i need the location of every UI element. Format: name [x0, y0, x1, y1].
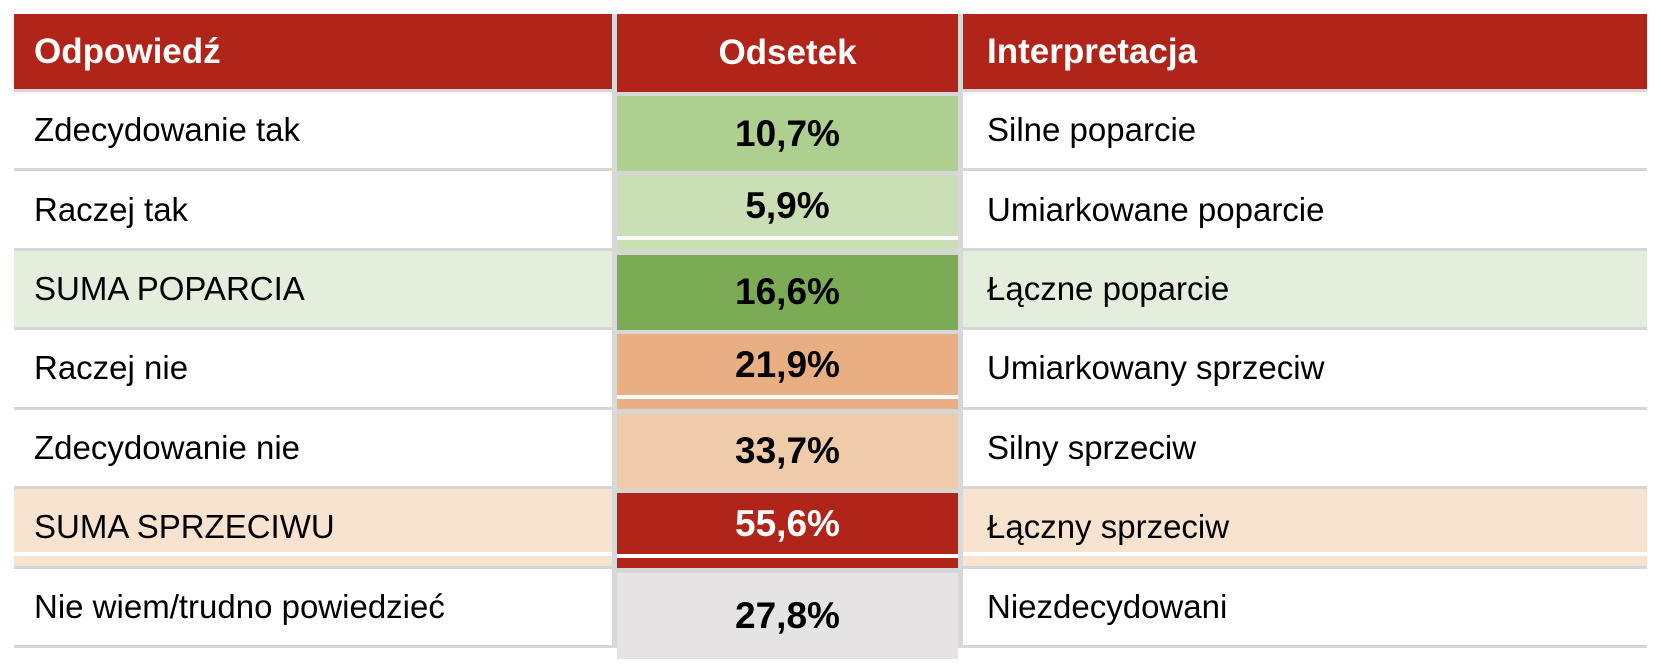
percent-cell: 55,6% [617, 493, 958, 569]
interpretation-cell: Łączne poparcie [963, 250, 1647, 331]
column-divider [958, 14, 963, 648]
column-divider [612, 14, 617, 648]
survey-table: Odpowiedź Odsetek Interpretacja Zdecydow… [14, 14, 1647, 659]
percent-cell: 33,7% [617, 413, 958, 489]
interpretation-cell: Umiarkowane poparcie [963, 171, 1647, 251]
answer-cell: Zdecydowanie nie [14, 409, 612, 490]
answer-cell: SUMA POPARCIA [14, 250, 612, 331]
column-header-answer: Odpowiedź [14, 14, 612, 92]
percent-cell: 10,7% [617, 96, 958, 171]
percent-cell: 27,8% [617, 572, 958, 659]
answer-cell: Raczej tak [14, 171, 612, 251]
column-header-interpretation: Interpretacja [963, 14, 1647, 92]
answer-cell: Nie wiem/trudno powiedzieć [14, 568, 612, 648]
percent-cell: 5,9% [617, 175, 958, 251]
percent-cell: 21,9% [617, 334, 958, 410]
interpretation-cell: Silne poparcie [963, 92, 1647, 172]
interpretation-cell: Umiarkowany sprzeciw [963, 330, 1647, 410]
percent-column: 10,7% 5,9% 16,6% 21,9% 33,7% 55,6% 27,8% [617, 92, 958, 659]
answer-cell: Zdecydowanie tak [14, 92, 612, 172]
answer-cell: Raczej nie [14, 330, 612, 410]
percent-cell: 16,6% [617, 254, 958, 330]
answer-cell: SUMA SPRZECIWU [14, 489, 612, 569]
interpretation-cell: Łączny sprzeciw [963, 489, 1647, 569]
column-header-percent: Odsetek [617, 14, 958, 92]
interpretation-cell: Niezdecydowani [963, 568, 1647, 648]
interpretation-cell: Silny sprzeciw [963, 409, 1647, 490]
